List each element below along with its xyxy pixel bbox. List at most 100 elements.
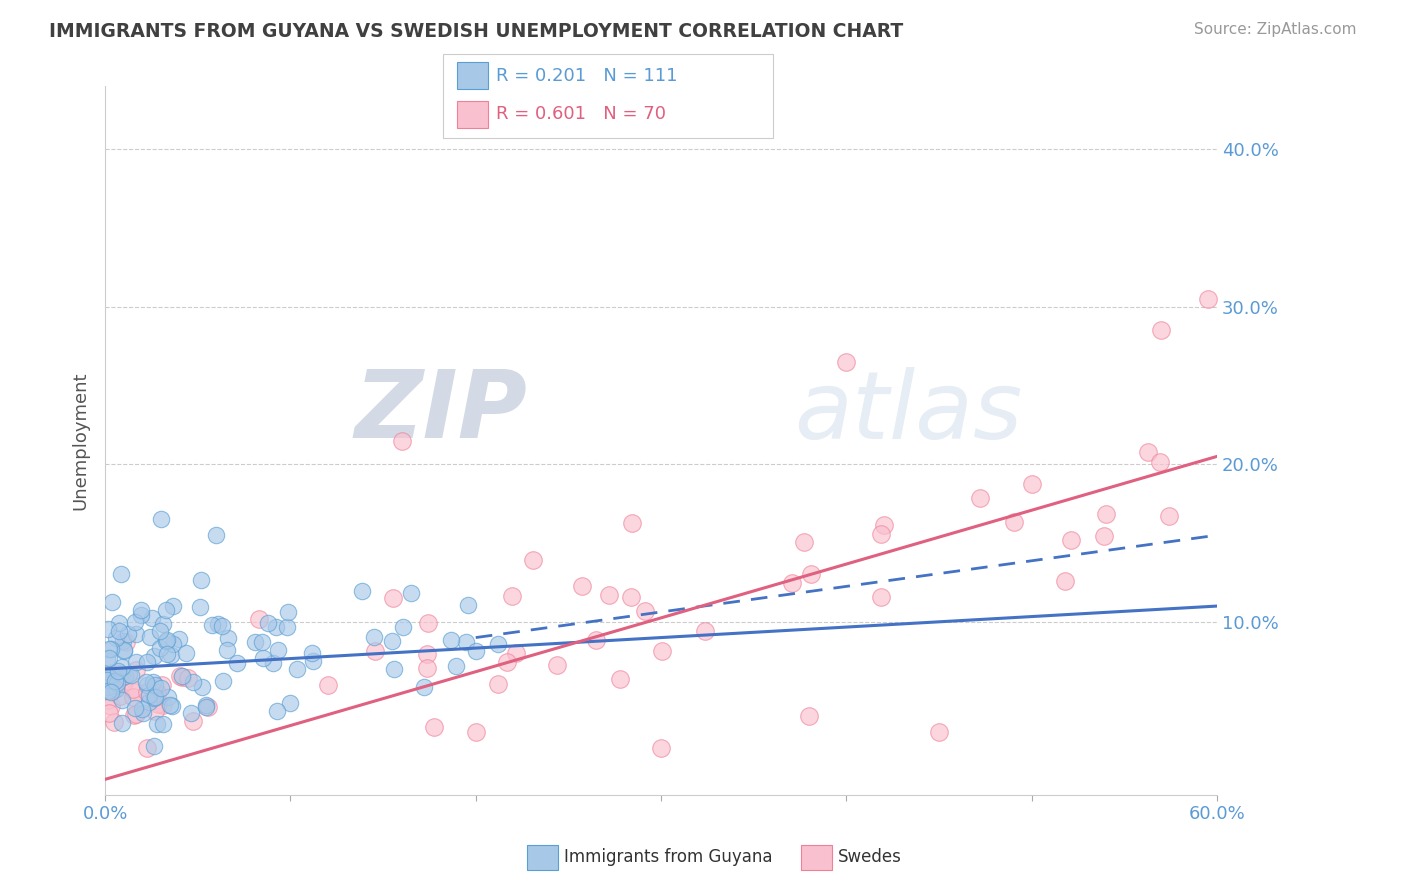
Point	[96, 651, 118, 665]
Point	[418, 616, 440, 631]
Point	[143, 690, 166, 705]
Text: IMMIGRANTS FROM GUYANA VS SWEDISH UNEMPLOYMENT CORRELATION CHART: IMMIGRANTS FROM GUYANA VS SWEDISH UNEMPL…	[49, 22, 904, 41]
Point	[413, 680, 436, 694]
Point	[620, 590, 643, 604]
Point	[363, 630, 385, 644]
Point	[141, 611, 163, 625]
Point	[188, 600, 211, 615]
Text: Swedes: Swedes	[838, 848, 901, 866]
Point	[169, 669, 191, 683]
Point	[194, 698, 217, 712]
Point	[150, 681, 173, 695]
Point	[197, 699, 219, 714]
Point	[110, 566, 132, 581]
Point	[107, 664, 129, 678]
Point	[98, 642, 121, 657]
Point	[793, 535, 815, 549]
Point	[124, 615, 146, 629]
Point	[146, 697, 169, 711]
Point	[100, 665, 122, 680]
Point	[1197, 292, 1219, 306]
Point	[100, 674, 122, 689]
Point	[156, 690, 179, 705]
Point	[352, 584, 374, 599]
Point	[176, 646, 198, 660]
Point	[266, 704, 288, 718]
Point	[650, 740, 672, 755]
Point	[191, 680, 214, 694]
Point	[571, 579, 593, 593]
Point	[247, 612, 270, 626]
Point	[108, 624, 131, 639]
Point	[245, 635, 267, 649]
Point	[505, 646, 527, 660]
Point	[1137, 445, 1160, 459]
Point	[416, 647, 439, 661]
Point	[585, 633, 607, 648]
Point	[870, 527, 893, 541]
Point	[162, 699, 184, 714]
Point	[129, 603, 152, 617]
Point	[486, 637, 509, 651]
Point	[152, 698, 174, 712]
Point	[139, 630, 162, 644]
Point	[112, 676, 135, 690]
Point	[162, 599, 184, 614]
Point	[131, 702, 153, 716]
Point	[110, 716, 132, 731]
Point	[100, 684, 122, 698]
Point	[135, 740, 157, 755]
Point	[143, 739, 166, 753]
Point	[399, 586, 422, 600]
Point	[873, 517, 896, 532]
Point	[97, 706, 120, 720]
Point	[446, 658, 468, 673]
Point	[172, 669, 194, 683]
Point	[152, 716, 174, 731]
Point	[1021, 476, 1043, 491]
Point	[124, 701, 146, 715]
Point	[135, 674, 157, 689]
Point	[800, 566, 823, 581]
Point	[277, 605, 299, 619]
Point	[496, 655, 519, 669]
Point	[162, 637, 184, 651]
Point	[96, 673, 118, 687]
Point	[457, 598, 479, 612]
Point	[149, 624, 172, 638]
Point	[211, 674, 233, 689]
Point	[1150, 323, 1173, 337]
Point	[546, 658, 568, 673]
Point	[142, 687, 165, 701]
Point	[217, 632, 239, 646]
Point	[1092, 529, 1115, 543]
Point	[177, 671, 200, 685]
Point	[117, 627, 139, 641]
Point	[150, 678, 173, 692]
Point	[125, 655, 148, 669]
Point	[181, 675, 204, 690]
Point	[104, 682, 127, 697]
Point	[105, 676, 128, 690]
Point	[456, 635, 478, 649]
Point	[1095, 507, 1118, 521]
Point	[125, 627, 148, 641]
Point	[634, 603, 657, 617]
Point	[143, 704, 166, 718]
Point	[136, 685, 159, 699]
Text: atlas: atlas	[794, 367, 1022, 458]
Y-axis label: Unemployment: Unemployment	[72, 371, 89, 510]
Point	[112, 643, 135, 657]
Point	[97, 680, 120, 694]
Point	[207, 617, 229, 632]
Point	[464, 644, 486, 658]
Point	[121, 690, 143, 705]
Text: R = 0.201   N = 111: R = 0.201 N = 111	[496, 67, 678, 85]
Point	[97, 623, 120, 637]
Point	[693, 624, 716, 638]
Point	[780, 576, 803, 591]
Point	[266, 620, 288, 634]
Point	[101, 682, 124, 697]
Point	[316, 678, 339, 692]
Text: Immigrants from Guyana: Immigrants from Guyana	[564, 848, 772, 866]
